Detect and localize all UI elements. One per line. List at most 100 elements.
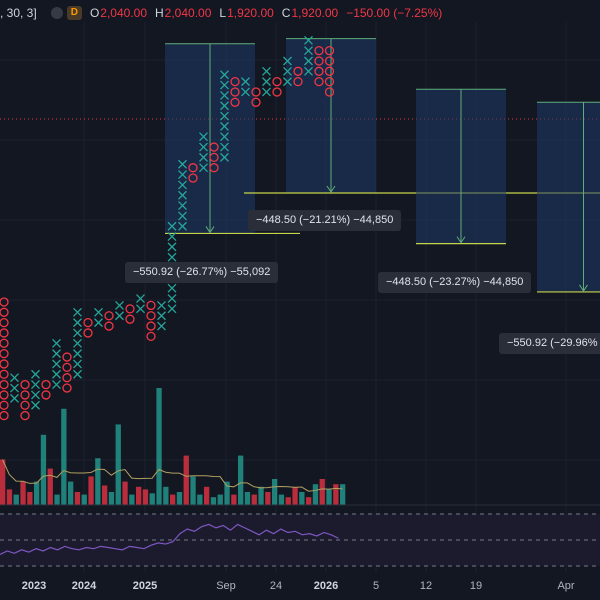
pnf-x-mark — [167, 242, 177, 252]
pnf-x-mark — [73, 359, 82, 369]
pnf-x-mark — [304, 66, 313, 76]
volume-bar — [13, 494, 19, 505]
volume-bar — [210, 497, 217, 505]
measure-arrow-head — [579, 284, 588, 292]
time-tick: 5 — [372, 580, 380, 592]
pnf-x-mark — [52, 349, 61, 359]
pnf-x-mark — [283, 66, 292, 76]
close-value: 1,920.00 — [291, 6, 339, 20]
pnf-o-mark — [0, 359, 9, 369]
pnf-x-mark — [304, 56, 313, 66]
interval-badge[interactable]: D — [66, 6, 82, 20]
volume-bar — [95, 458, 101, 505]
volume-bar — [115, 424, 121, 505]
pnf-x-mark — [157, 311, 166, 321]
time-tick: 12 — [419, 580, 433, 592]
volume-bar — [61, 408, 67, 505]
pnf-o-mark — [41, 390, 51, 400]
time-tick: 24 — [269, 580, 283, 592]
pnf-x-mark — [262, 66, 271, 76]
pnf-o-mark — [324, 66, 335, 76]
high-label: H — [155, 6, 164, 20]
pnf-o-mark — [272, 87, 282, 97]
volume-bar — [74, 492, 81, 505]
pnf-o-mark — [272, 76, 282, 87]
pnf-x-mark — [283, 77, 292, 87]
pnf-o-mark — [20, 410, 30, 421]
high-value: 2,040.00 — [164, 6, 212, 20]
pnf-x-mark — [167, 221, 177, 231]
volume-bar — [299, 492, 305, 505]
volume-bar — [156, 388, 162, 505]
pnf-x-mark — [178, 201, 187, 211]
open-label: O — [89, 6, 100, 20]
low-value: 1,920.00 — [227, 6, 274, 20]
open-value: 2,040.00 — [100, 6, 147, 20]
pnf-x-mark — [178, 190, 187, 200]
pnf-x-mark — [167, 252, 177, 262]
pnf-o-mark — [20, 390, 30, 400]
pnf-o-mark — [62, 383, 72, 393]
pnf-o-mark — [0, 297, 9, 307]
pnf-x-mark — [73, 349, 82, 359]
volume-bar — [306, 497, 312, 505]
pnf-x-mark — [241, 77, 250, 87]
pnf-x-mark — [94, 318, 103, 328]
volume-bar — [231, 494, 237, 505]
pnf-x-mark — [136, 294, 145, 303]
pnf-o-mark — [209, 142, 219, 152]
pnf-o-mark — [293, 76, 303, 87]
pnf-o-mark — [293, 66, 303, 76]
volume-bar — [265, 492, 271, 505]
pnf-x-mark — [157, 300, 166, 310]
oscillator-pane[interactable] — [0, 513, 600, 567]
pnf-x-mark — [304, 46, 313, 56]
pnf-x-mark — [167, 304, 177, 314]
measure-tools[interactable] — [165, 38, 600, 293]
volume-bar — [319, 479, 325, 505]
pnf-o-mark — [104, 311, 114, 321]
pnf-x-mark — [94, 307, 103, 317]
measure-tooltip-4[interactable]: −550.92 (−29.96% — [499, 333, 600, 354]
pnf-o-mark — [125, 304, 135, 314]
pnf-x-mark — [115, 311, 124, 321]
pnf-x-mark — [220, 90, 229, 100]
pnf-x-mark — [199, 163, 208, 173]
pnf-o-mark — [251, 97, 261, 107]
pnf-x-mark — [10, 373, 19, 383]
indicator-params: , 30, 3] — [0, 6, 37, 20]
pnf-o-mark — [62, 352, 72, 362]
volume-bar — [285, 497, 291, 505]
pnf-o-mark — [125, 314, 135, 324]
volume-bar — [34, 481, 40, 505]
time-tick: 19 — [469, 580, 483, 592]
pnf-o-mark — [324, 46, 335, 56]
pnf-x-mark — [167, 294, 177, 303]
pnf-x-mark — [178, 170, 187, 180]
volume-bar — [244, 492, 251, 505]
measure-tooltip-2[interactable]: −448.50 (−21.21%) −44,850 — [248, 210, 402, 231]
pnf-o-mark — [209, 163, 219, 173]
measure-arrow-head — [456, 236, 466, 244]
pnf-x-mark — [178, 211, 187, 221]
pnf-x-mark — [52, 338, 61, 348]
pnf-x-mark — [10, 383, 19, 393]
pnf-x-mark — [157, 321, 166, 331]
pnf-o-mark — [314, 56, 324, 66]
volume-bar — [326, 489, 332, 505]
measure-tooltip-3[interactable]: −448.50 (−23.27%) −44,850 — [378, 272, 532, 293]
pnf-o-mark — [314, 46, 324, 56]
measure-tooltip-1[interactable]: −550.92 (−26.77%) −55,092 — [125, 262, 279, 283]
pnf-x-mark — [52, 380, 61, 390]
pnf-x-mark — [167, 283, 177, 293]
pnf-x-mark — [73, 318, 82, 328]
pnf-o-mark — [146, 311, 156, 321]
volume-bar — [163, 486, 169, 505]
pnf-x-mark — [178, 159, 187, 169]
pnf-o-mark — [0, 410, 9, 421]
pnf-o-mark — [0, 379, 9, 390]
pnf-o-mark — [146, 300, 156, 311]
pnf-o-mark — [20, 379, 30, 390]
pnf-o-mark — [314, 66, 324, 76]
